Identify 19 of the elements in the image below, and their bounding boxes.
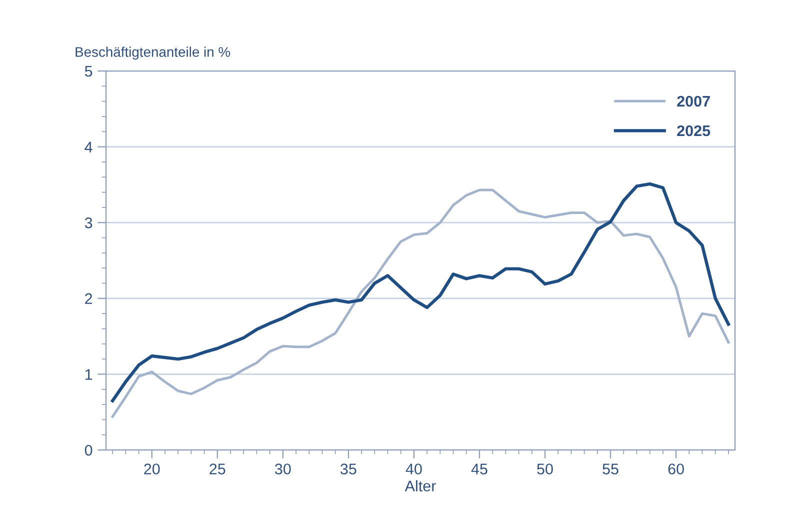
x-tick-label: 45 [471, 464, 488, 474]
y-tick-label: 1 [85, 369, 92, 380]
x-tick-label: 60 [668, 464, 684, 474]
x-tick-label: 55 [602, 464, 618, 474]
x-axis-title: Alter [404, 480, 436, 492]
legend-label: 2007 [677, 96, 710, 107]
x-tick-label: 50 [537, 464, 553, 474]
x-tick-label: 20 [144, 464, 160, 474]
y-tick-label: 3 [84, 217, 92, 228]
y-tick-label: 4 [84, 142, 92, 152]
x-tick-label: 30 [274, 464, 291, 474]
x-tick-label: 25 [210, 464, 226, 474]
y-tick-label: 5 [84, 66, 92, 77]
y-tick-label: 2 [85, 293, 92, 304]
x-tick-label: 35 [340, 464, 356, 474]
y-tick-label: 0 [84, 444, 92, 456]
legend-label: 2025 [677, 125, 710, 136]
x-tick-label: 40 [406, 464, 422, 474]
y-axis-title: Beschäftigtenanteile in % [76, 46, 230, 60]
